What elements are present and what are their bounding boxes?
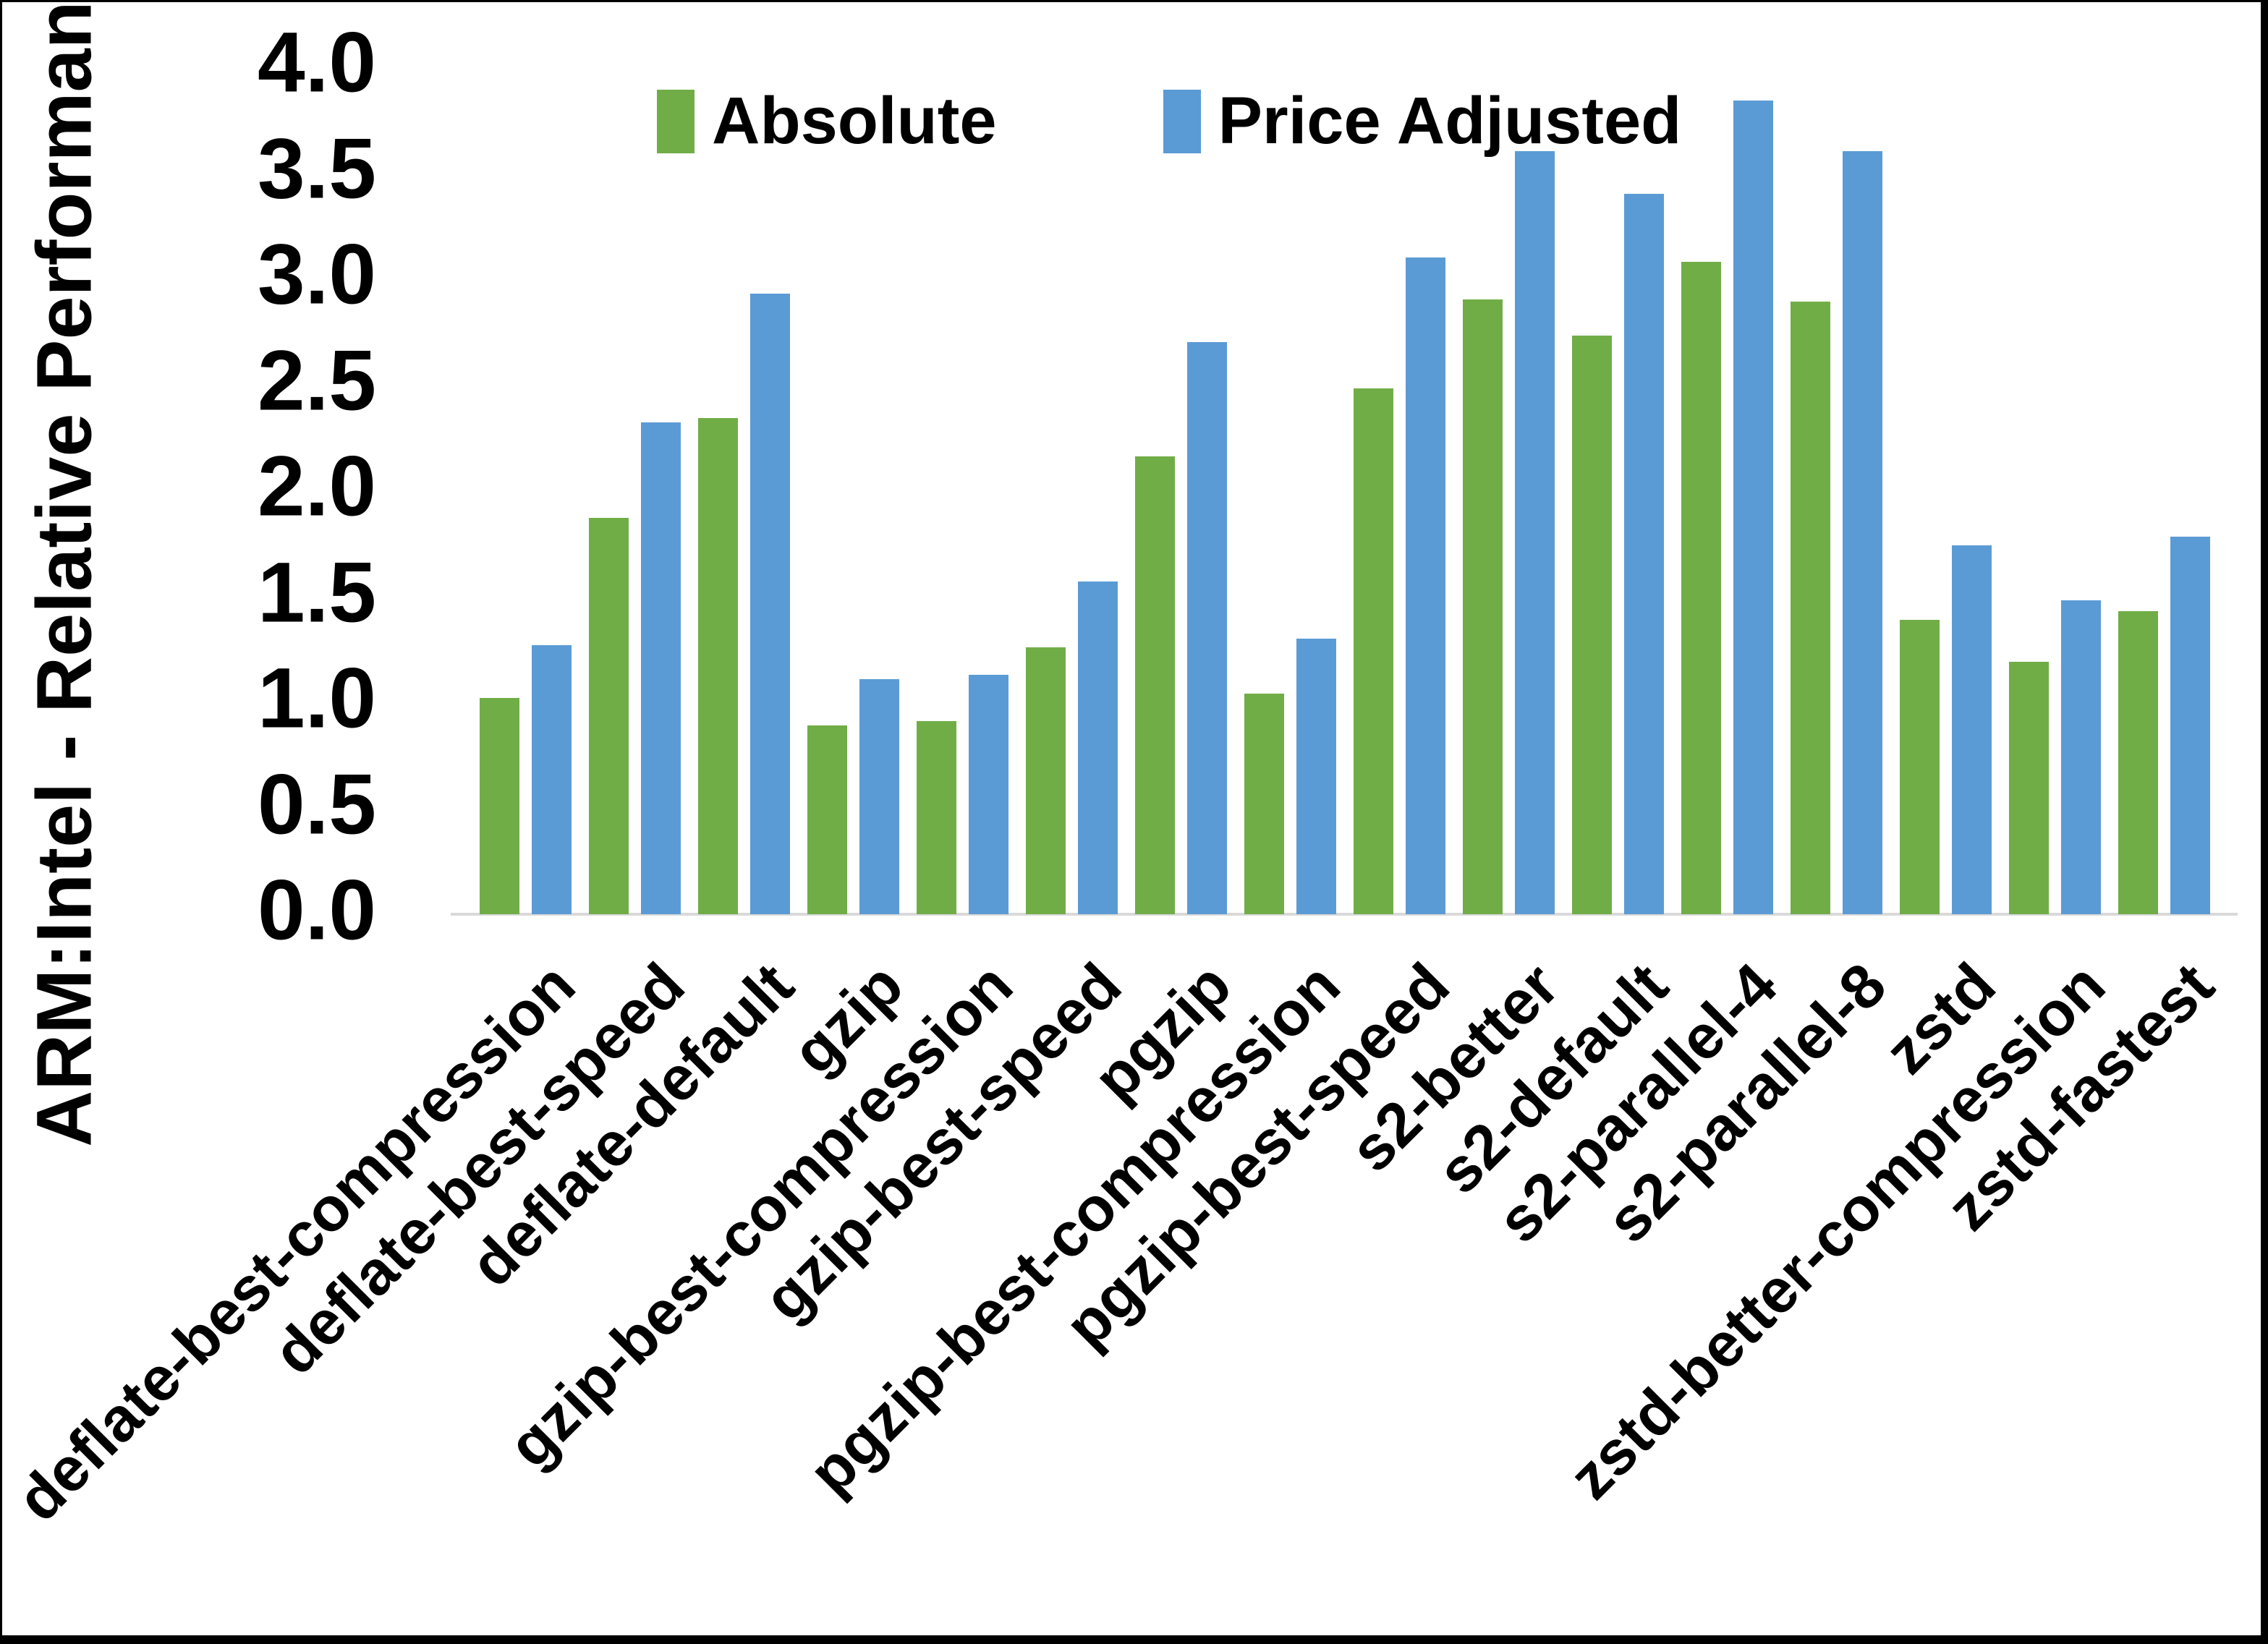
bar-absolute-gzip-best-speed (1026, 647, 1066, 914)
legend: Absolute Price Adjusted (657, 83, 1681, 159)
bar-absolute-pgzip-best-speed (1354, 388, 1393, 914)
legend-item-price-adjusted: Price Adjusted (1163, 83, 1682, 159)
x-axis-line (451, 913, 2238, 916)
bar-price-adjusted-zstd-better-compression (2061, 600, 2101, 914)
bar-absolute-zstd-fastest (2118, 611, 2158, 914)
bar-price-adjusted-zstd (1952, 545, 1992, 914)
bar-price-adjusted-gzip-best-compression (969, 675, 1008, 914)
bar-absolute-pgzip-best-compression (1244, 694, 1284, 914)
bar-price-adjusted-pgzip-best-compression (1296, 639, 1336, 914)
legend-swatch-icon (1163, 89, 1201, 153)
bar-price-adjusted-deflate-best-speed (641, 422, 681, 914)
legend-label: Price Adjusted (1218, 84, 1682, 158)
legend-swatch-icon (657, 89, 695, 153)
bar-absolute-s2-parallel-4 (1681, 262, 1721, 914)
bar-absolute-s2-better (1463, 299, 1503, 914)
y-tick-label: 3.5 (257, 121, 376, 217)
bar-price-adjusted-pgzip (1187, 342, 1227, 914)
bar-absolute-zstd-better-compression (2009, 662, 2049, 914)
bar-price-adjusted-deflate-best-compression (532, 645, 572, 914)
y-axis-title: ARM:Intel - Relative Performance (9, 2, 118, 1146)
bar-price-adjusted-zstd-fastest (2170, 537, 2210, 914)
bar-absolute-zstd (1900, 620, 1940, 914)
bar-price-adjusted-gzip (859, 679, 899, 914)
y-tick-label: 1.5 (257, 545, 376, 641)
legend-label: Absolute (712, 84, 997, 158)
x-category-label-zstd-fastest: zstd-fastest (1832, 950, 2227, 1244)
bar-absolute-s2-default (1572, 336, 1612, 914)
bar-price-adjusted-s2-parallel-8 (1843, 151, 1882, 914)
y-tick-label: 2.0 (257, 438, 376, 534)
legend-item-absolute: Absolute (657, 83, 997, 159)
bar-absolute-deflate-best-speed (589, 518, 629, 914)
y-tick-label: 3.0 (257, 226, 376, 323)
y-tick-label: 2.5 (257, 333, 376, 429)
bar-price-adjusted-pgzip-best-speed (1406, 257, 1445, 914)
y-tick-label: 4.0 (257, 14, 376, 111)
bar-absolute-deflate-default (698, 418, 738, 914)
bar-absolute-pgzip (1135, 456, 1175, 914)
bar-price-adjusted-s2-parallel-4 (1733, 101, 1773, 914)
bar-absolute-deflate-best-compression (480, 698, 519, 914)
y-tick-label: 0.0 (257, 862, 376, 958)
bar-absolute-gzip (807, 725, 847, 914)
bar-absolute-gzip-best-compression (917, 721, 956, 914)
bar-absolute-s2-parallel-8 (1791, 302, 1830, 914)
bar-price-adjusted-gzip-best-speed (1078, 582, 1118, 914)
bar-price-adjusted-s2-better (1515, 151, 1555, 914)
y-tick-label: 1.0 (257, 650, 376, 746)
bar-price-adjusted-s2-default (1624, 194, 1664, 914)
bar-price-adjusted-deflate-default (750, 294, 790, 914)
y-tick-label: 0.5 (257, 757, 376, 853)
